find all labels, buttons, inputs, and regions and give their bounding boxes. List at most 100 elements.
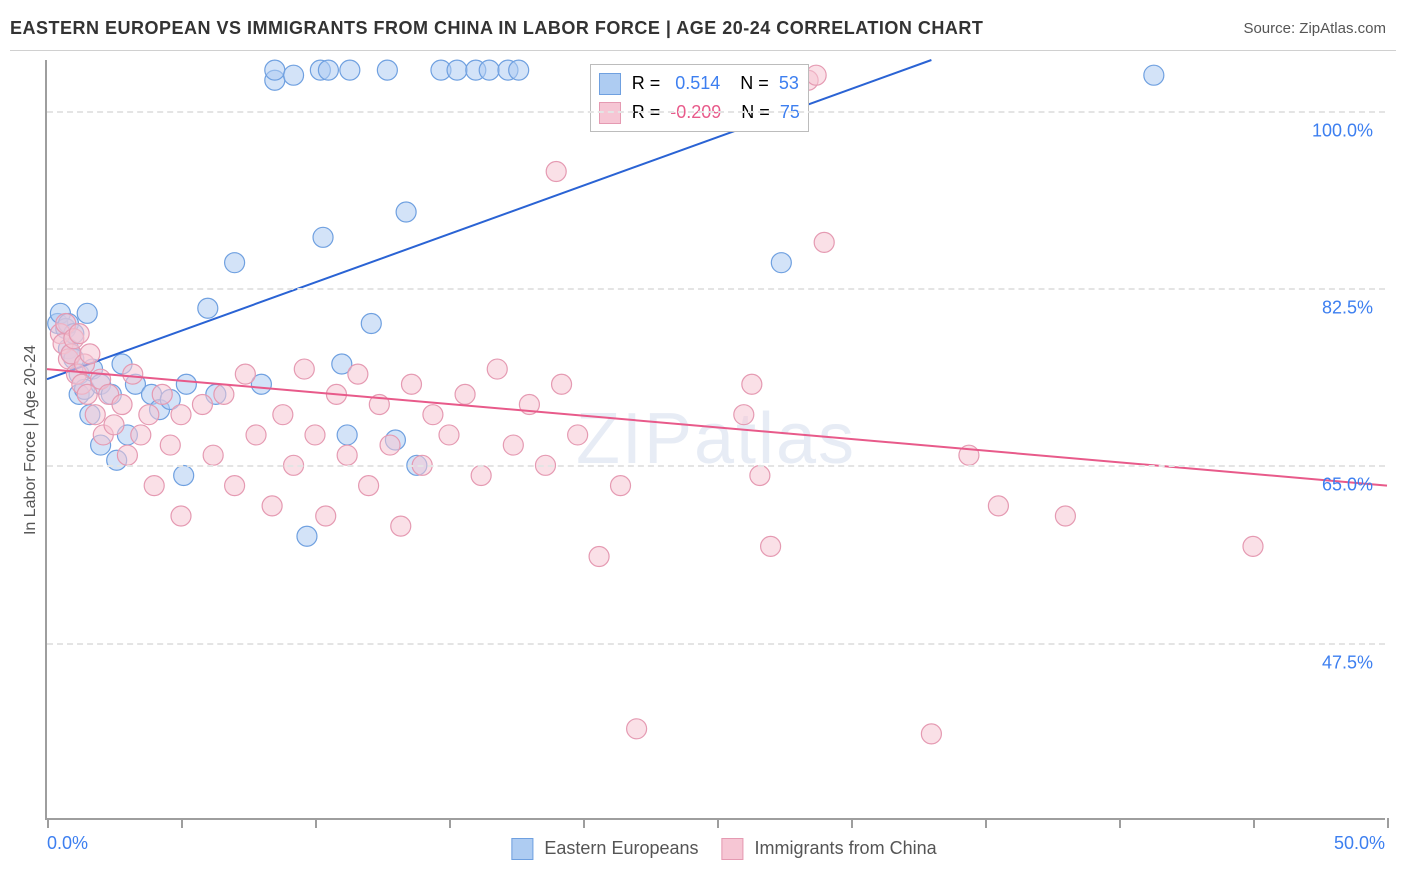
data-point <box>509 60 529 80</box>
legend-label-immigrants-china: Immigrants from China <box>755 838 937 858</box>
y-tick-label: 65.0% <box>1322 475 1373 496</box>
data-point <box>131 425 151 445</box>
gridline-h <box>47 111 1385 113</box>
legend-stats: R = 0.514 N = 53 R = -0.209 N = 75 <box>590 64 809 132</box>
data-point <box>423 405 443 425</box>
data-point <box>117 445 137 465</box>
x-tick <box>985 818 987 828</box>
y-tick-label: 100.0% <box>1312 120 1373 141</box>
data-point <box>1055 506 1075 526</box>
data-point <box>104 415 124 435</box>
data-point <box>988 496 1008 516</box>
chart-svg <box>47 60 1387 820</box>
data-point <box>139 405 159 425</box>
data-point <box>455 384 475 404</box>
gridline-h <box>47 288 1385 290</box>
y-axis-label: In Labor Force | Age 20-24 <box>22 345 40 535</box>
gridline-h <box>47 643 1385 645</box>
data-point <box>176 374 196 394</box>
r-value-1: 0.514 <box>675 73 720 93</box>
data-point <box>85 405 105 425</box>
data-point <box>225 253 245 273</box>
x-tick <box>181 818 183 828</box>
n-value-1: 53 <box>779 73 799 93</box>
data-point <box>750 465 770 485</box>
data-point <box>380 435 400 455</box>
data-point <box>69 324 89 344</box>
x-tick <box>47 818 49 828</box>
data-point <box>171 405 191 425</box>
data-point <box>198 298 218 318</box>
data-point <box>503 435 523 455</box>
y-tick-label: 47.5% <box>1322 652 1373 673</box>
data-point <box>316 506 336 526</box>
data-point <box>479 60 499 80</box>
x-tick <box>449 818 451 828</box>
data-point <box>806 65 826 85</box>
data-point <box>761 536 781 556</box>
data-point <box>152 384 172 404</box>
n-label-1: N = <box>740 73 769 93</box>
r-label-1: R = <box>632 73 661 93</box>
swatch-series-2 <box>599 102 621 124</box>
plot-area: ZIPatlas R = 0.514 N = 53 R = -0.209 N =… <box>45 60 1385 820</box>
data-point <box>297 526 317 546</box>
data-point <box>439 425 459 445</box>
source-attribution: Source: ZipAtlas.com <box>1243 20 1386 37</box>
x-label-right: 50.0% <box>1334 833 1385 854</box>
data-point <box>77 303 97 323</box>
data-point <box>552 374 572 394</box>
data-point <box>340 60 360 80</box>
x-tick <box>851 818 853 828</box>
data-point <box>734 405 754 425</box>
data-point <box>112 395 132 415</box>
data-point <box>771 253 791 273</box>
chart-title: EASTERN EUROPEAN VS IMMIGRANTS FROM CHIN… <box>10 18 983 39</box>
data-point <box>174 465 194 485</box>
gridline-h <box>47 465 1385 467</box>
data-point <box>471 465 491 485</box>
swatch-immigrants-china <box>722 838 744 860</box>
y-tick-label: 82.5% <box>1322 298 1373 319</box>
data-point <box>359 476 379 496</box>
data-point <box>305 425 325 445</box>
data-point <box>377 60 397 80</box>
data-point <box>144 476 164 496</box>
data-point <box>337 445 357 465</box>
data-point <box>225 476 245 496</box>
data-point <box>318 60 338 80</box>
swatch-series-1 <box>599 73 621 95</box>
data-point <box>192 395 212 415</box>
x-tick <box>315 818 317 828</box>
data-point <box>246 425 266 445</box>
trend-line <box>47 369 1387 486</box>
data-point <box>627 719 647 739</box>
data-point <box>273 405 293 425</box>
data-point <box>80 344 100 364</box>
data-point <box>611 476 631 496</box>
data-point <box>487 359 507 379</box>
data-point <box>348 364 368 384</box>
data-point <box>589 547 609 567</box>
data-point <box>1144 65 1164 85</box>
data-point <box>546 161 566 181</box>
legend-label-eastern-europeans: Eastern Europeans <box>544 838 698 858</box>
data-point <box>814 232 834 252</box>
plot-container: In Labor Force | Age 20-24 ZIPatlas R = … <box>45 60 1385 820</box>
x-tick <box>1253 818 1255 828</box>
data-point <box>214 384 234 404</box>
data-point <box>294 359 314 379</box>
data-point <box>1243 536 1263 556</box>
data-point <box>123 364 143 384</box>
data-point <box>265 60 285 80</box>
x-tick <box>583 818 585 828</box>
data-point <box>262 496 282 516</box>
data-point <box>391 516 411 536</box>
legend-series: Eastern Europeans Immigrants from China <box>493 838 936 860</box>
data-point <box>396 202 416 222</box>
x-tick <box>1119 818 1121 828</box>
data-point <box>313 227 333 247</box>
data-point <box>361 313 381 333</box>
data-point <box>337 425 357 445</box>
data-point <box>284 65 304 85</box>
